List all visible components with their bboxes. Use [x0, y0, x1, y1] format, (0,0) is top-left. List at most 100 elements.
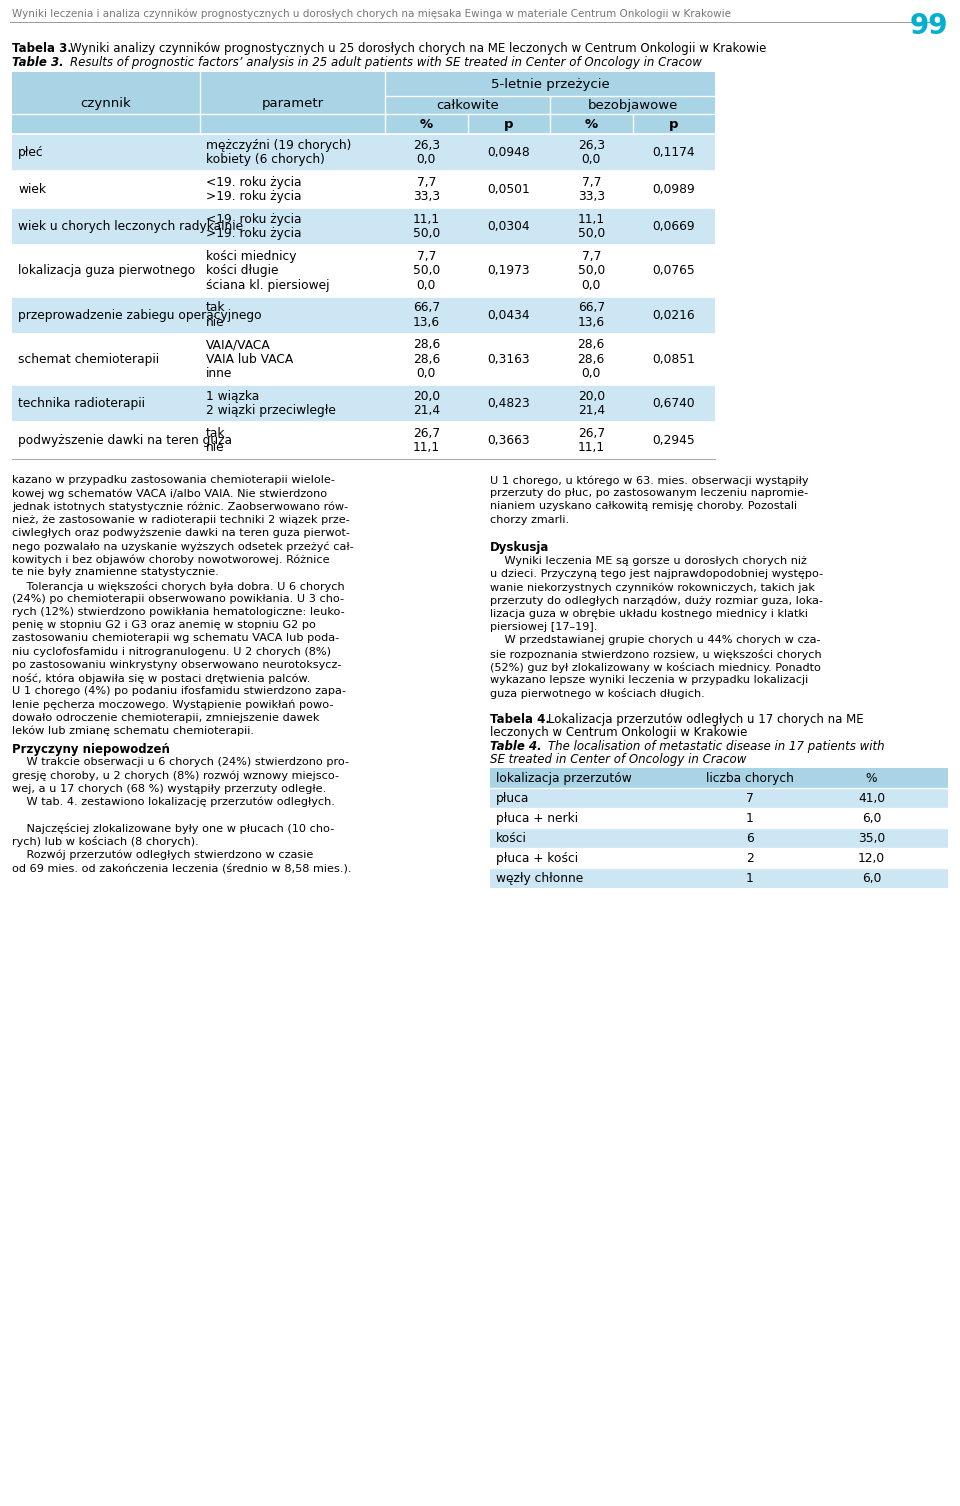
Text: płuca: płuca — [496, 792, 529, 804]
Text: 21,4: 21,4 — [413, 404, 440, 417]
Text: 6: 6 — [746, 831, 754, 845]
Text: p: p — [669, 117, 679, 131]
Text: 0,0: 0,0 — [417, 367, 436, 380]
Text: Najczęściej zlokalizowane były one w płucach (10 cho-: Najczęściej zlokalizowane były one w płu… — [12, 824, 334, 834]
Bar — [12, 297, 715, 333]
Text: 2: 2 — [746, 852, 754, 864]
Text: Table 3.: Table 3. — [12, 56, 63, 69]
Text: 13,6: 13,6 — [413, 316, 440, 328]
Text: Wyniki analizy czynników prognostycznych u 25 dorosłych chorych na ME leczonych : Wyniki analizy czynników prognostycznych… — [70, 42, 766, 56]
Text: 11,1: 11,1 — [578, 441, 605, 455]
Text: p: p — [504, 117, 514, 131]
Text: Tabela 4.: Tabela 4. — [490, 714, 550, 726]
Text: lenie pęcherza moczowego. Wystąpienie powikłań powo-: lenie pęcherza moczowego. Wystąpienie po… — [12, 699, 333, 709]
Text: ciwległych oraz podwyższenie dawki na teren guza pierwot-: ciwległych oraz podwyższenie dawki na te… — [12, 527, 349, 538]
Text: U 1 chorego, u którego w 63. mies. obserwacji wystąpiły: U 1 chorego, u którego w 63. mies. obser… — [490, 474, 808, 485]
Text: wiek u chorych leczonych radykalnie: wiek u chorych leczonych radykalnie — [18, 220, 243, 233]
Text: 7: 7 — [746, 792, 754, 804]
Text: 13,6: 13,6 — [578, 316, 605, 328]
Text: %: % — [420, 117, 433, 131]
Text: %: % — [585, 117, 598, 131]
Bar — [12, 333, 715, 386]
Text: jednak istotnych statystycznie różnic. Zaobserwowano rów-: jednak istotnych statystycznie różnic. Z… — [12, 501, 348, 512]
Text: całkowite: całkowite — [436, 98, 499, 111]
Text: 0,0216: 0,0216 — [653, 309, 695, 321]
Text: 50,0: 50,0 — [578, 264, 605, 277]
Text: VAIA/VACA: VAIA/VACA — [206, 339, 271, 351]
Text: 50,0: 50,0 — [413, 227, 440, 241]
Text: kazano w przypadku zastosowania chemioterapii wielole-: kazano w przypadku zastosowania chemiote… — [12, 474, 335, 485]
Text: 0,0948: 0,0948 — [488, 146, 530, 160]
Text: u dzieci. Przyczyną tego jest najprawdopodobniej występo-: u dzieci. Przyczyną tego jest najprawdop… — [490, 569, 823, 580]
Text: 0,2945: 0,2945 — [653, 434, 695, 447]
Bar — [12, 422, 715, 459]
Text: %: % — [866, 773, 877, 785]
Text: te nie były znamienne statystycznie.: te nie były znamienne statystycznie. — [12, 568, 219, 577]
Text: zastosowaniu chemioterapii wg schematu VACA lub poda-: zastosowaniu chemioterapii wg schematu V… — [12, 634, 339, 643]
Text: lokalizacja przerzutów: lokalizacja przerzutów — [496, 773, 632, 785]
Text: 7,7: 7,7 — [582, 250, 601, 262]
Text: 20,0: 20,0 — [413, 390, 440, 402]
Text: nianiem uzyskano całkowitą remisję choroby. Pozostali: nianiem uzyskano całkowitą remisję choro… — [490, 501, 797, 512]
Text: kości miednicy: kości miednicy — [206, 250, 297, 262]
Text: 7,7: 7,7 — [417, 176, 436, 188]
Text: ściana kl. piersiowej: ściana kl. piersiowej — [206, 279, 329, 292]
Text: gresję choroby, u 2 chorych (8%) rozwój wznowy miejsco-: gresję choroby, u 2 chorych (8%) rozwój … — [12, 771, 339, 782]
Text: 99: 99 — [909, 12, 948, 41]
Text: (24%) po chemioterapii obserwowano powikłania. U 3 cho-: (24%) po chemioterapii obserwowano powik… — [12, 593, 344, 604]
Text: 66,7: 66,7 — [413, 301, 440, 315]
Text: Results of prognostic factors’ analysis in 25 adult patients with SE treated in : Results of prognostic factors’ analysis … — [70, 56, 702, 69]
Text: lokalizacja guza pierwotnego: lokalizacja guza pierwotnego — [18, 264, 195, 277]
Text: 12,0: 12,0 — [858, 852, 885, 864]
Text: Wyniki leczenia i analiza czynników prognostycznych u dorosłych chorych na mięsa: Wyniki leczenia i analiza czynników prog… — [12, 9, 731, 20]
Text: 0,0: 0,0 — [582, 367, 601, 380]
Text: nież, że zastosowanie w radioterapii techniki 2 wiązek prze-: nież, że zastosowanie w radioterapii tec… — [12, 515, 349, 524]
Text: wiek: wiek — [18, 184, 46, 196]
Bar — [490, 869, 948, 889]
Bar — [12, 172, 715, 208]
Text: W trakcie obserwacji u 6 chorych (24%) stwierdzono pro-: W trakcie obserwacji u 6 chorych (24%) s… — [12, 758, 349, 767]
Text: 0,0: 0,0 — [582, 279, 601, 292]
Text: bezobjawowe: bezobjawowe — [588, 98, 678, 111]
Text: 50,0: 50,0 — [413, 264, 440, 277]
Text: 0,0989: 0,0989 — [653, 184, 695, 196]
Text: leków lub zmianę schematu chemioterapii.: leków lub zmianę schematu chemioterapii. — [12, 726, 254, 736]
Text: schemat chemioterapii: schemat chemioterapii — [18, 352, 159, 366]
Text: liczba chorych: liczba chorych — [706, 773, 794, 785]
Text: VAIA lub VACA: VAIA lub VACA — [206, 352, 293, 366]
Text: Tolerancja u większości chorych była dobra. U 6 chorych: Tolerancja u większości chorych była dob… — [12, 581, 345, 592]
Text: 0,3663: 0,3663 — [488, 434, 530, 447]
Text: 28,6: 28,6 — [413, 339, 440, 351]
Text: 11,1: 11,1 — [413, 212, 440, 226]
Text: 0,1973: 0,1973 — [488, 264, 530, 277]
Text: tak: tak — [206, 301, 226, 315]
Bar — [490, 768, 948, 789]
Text: 28,6: 28,6 — [413, 352, 440, 366]
Text: 5-letnie przeżycie: 5-letnie przeżycie — [491, 77, 610, 90]
Bar — [12, 72, 715, 134]
Text: wykazano lepsze wyniki leczenia w przypadku lokalizacji: wykazano lepsze wyniki leczenia w przypa… — [490, 675, 808, 685]
Text: 28,6: 28,6 — [578, 352, 605, 366]
Bar — [490, 809, 948, 828]
Text: 28,6: 28,6 — [578, 339, 605, 351]
Text: Lokalizacja przerzutów odległych u 17 chorych na ME: Lokalizacja przerzutów odległych u 17 ch… — [548, 714, 864, 726]
Text: >19. roku życia: >19. roku życia — [206, 227, 301, 241]
Text: 1: 1 — [746, 812, 754, 825]
Text: 7,7: 7,7 — [417, 250, 436, 262]
Text: SE treated in Center of Oncology in Cracow: SE treated in Center of Oncology in Crac… — [490, 753, 746, 767]
Text: 0,6740: 0,6740 — [653, 398, 695, 410]
Text: 50,0: 50,0 — [578, 227, 605, 241]
Text: 33,3: 33,3 — [413, 190, 440, 203]
Text: tak: tak — [206, 426, 226, 440]
Text: kowej wg schematów VACA i/albo VAIA. Nie stwierdzono: kowej wg schematów VACA i/albo VAIA. Nie… — [12, 488, 327, 498]
Text: niu cyclofosfamidu i nitrogranulogenu. U 2 chorych (8%): niu cyclofosfamidu i nitrogranulogenu. U… — [12, 646, 331, 657]
Bar — [12, 386, 715, 422]
Text: U 1 chorego (4%) po podaniu ifosfamidu stwierdzono zapa-: U 1 chorego (4%) po podaniu ifosfamidu s… — [12, 687, 346, 696]
Text: ność, która objawiła się w postaci drętwienia palców.: ność, która objawiła się w postaci drętw… — [12, 673, 310, 684]
Text: 0,0501: 0,0501 — [488, 184, 530, 196]
Text: wej, a u 17 chorych (68 %) wystąpiły przerzuty odległe.: wej, a u 17 chorych (68 %) wystąpiły prz… — [12, 783, 326, 794]
Text: kości: kości — [496, 831, 527, 845]
Text: 11,1: 11,1 — [578, 212, 605, 226]
Bar — [12, 245, 715, 297]
Text: leczonych w Centrum Onkologii w Krakowie: leczonych w Centrum Onkologii w Krakowie — [490, 726, 748, 739]
